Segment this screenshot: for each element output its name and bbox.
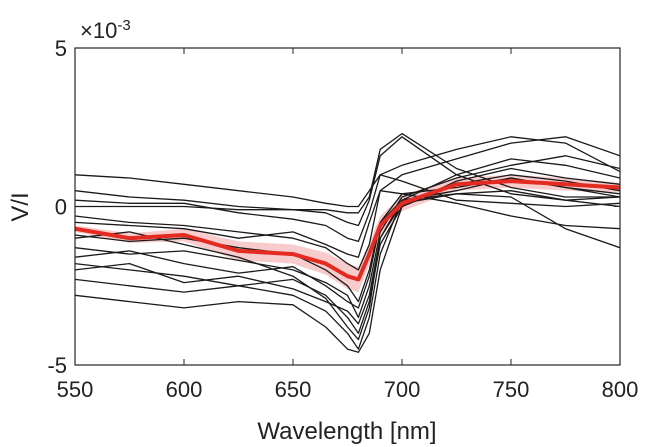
trace-line-13 (75, 190, 620, 341)
x-tick-label: 600 (166, 377, 203, 402)
trace-line-2 (75, 136, 620, 227)
x-tick-label: 550 (57, 377, 94, 402)
y-multiplier-label: ×10-3 (80, 17, 131, 43)
x-axis-label: Wavelength [nm] (257, 418, 436, 445)
y-tick-label: 5 (55, 36, 67, 61)
y-tick-label: -5 (47, 353, 67, 378)
trace-line-1 (75, 174, 620, 208)
x-tick-label: 750 (493, 377, 530, 402)
trace-line-6 (75, 155, 620, 319)
y-tick-label: 0 (55, 195, 67, 220)
trace-line-12 (75, 136, 620, 243)
trace-line-8 (75, 158, 620, 350)
trace-line-4 (75, 190, 620, 258)
mean-line (75, 179, 620, 282)
x-tick-label: 650 (275, 377, 312, 402)
y-axis-label: V/I (7, 192, 34, 221)
trace-line-10 (75, 136, 620, 271)
x-tick-label: 800 (602, 377, 639, 402)
x-tick-label: 700 (384, 377, 421, 402)
trace-line-9 (75, 174, 620, 353)
trace-line-7 (75, 167, 620, 334)
